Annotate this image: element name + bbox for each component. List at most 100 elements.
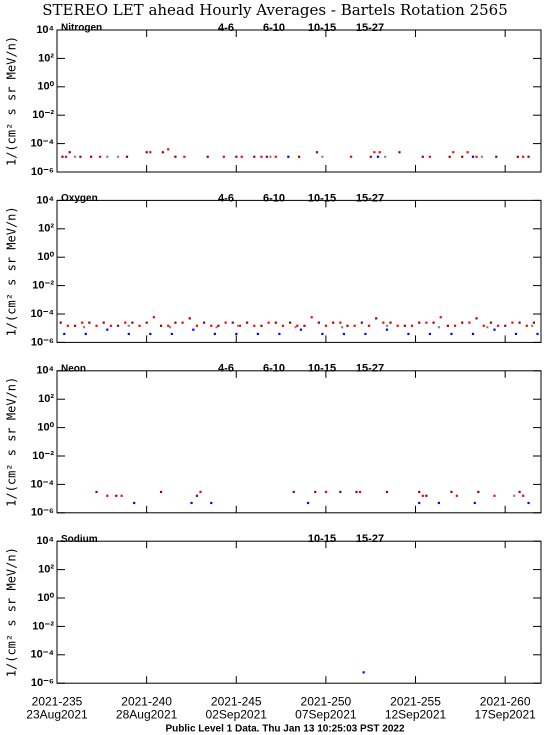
point xyxy=(376,155,380,158)
point xyxy=(358,490,362,494)
point xyxy=(82,326,86,329)
y-tick-label: 10² xyxy=(38,52,54,64)
point xyxy=(303,324,306,327)
y-tick-label: 10⁰ xyxy=(37,251,54,263)
point xyxy=(518,490,521,494)
point xyxy=(64,155,68,158)
legend-label: 4-6 xyxy=(218,192,234,204)
legend-label: 15-27 xyxy=(356,192,384,204)
point xyxy=(292,490,295,494)
point xyxy=(199,490,202,494)
panel-title: Sodium xyxy=(61,534,98,545)
point xyxy=(149,332,152,336)
point xyxy=(306,501,310,505)
point xyxy=(206,155,209,158)
point xyxy=(382,321,385,324)
point xyxy=(324,490,328,494)
point xyxy=(167,148,170,151)
point xyxy=(95,324,98,327)
point xyxy=(418,321,421,324)
point xyxy=(195,324,199,327)
point xyxy=(425,321,428,324)
point xyxy=(321,332,324,336)
point xyxy=(493,494,496,497)
footer: Public Level 1 Data. Thu Jan 13 10:25:03… xyxy=(166,724,405,735)
point xyxy=(339,321,342,324)
point xyxy=(513,494,516,497)
legend-label: 6-10 xyxy=(263,363,285,375)
point xyxy=(167,324,170,327)
point xyxy=(81,321,84,324)
point xyxy=(321,155,324,158)
plot-frame xyxy=(56,540,542,684)
point xyxy=(369,155,372,158)
point xyxy=(224,321,227,324)
point xyxy=(473,501,476,505)
x-tick-date: 28Aug2021 xyxy=(116,707,178,721)
y-tick-label: 10⁻⁶ xyxy=(31,507,54,519)
point xyxy=(324,324,328,327)
panel-title: Nitrogen xyxy=(61,23,102,34)
point xyxy=(298,155,301,158)
point xyxy=(274,321,277,324)
legend-label: 10-15 xyxy=(308,533,336,545)
point xyxy=(278,332,281,336)
point xyxy=(453,324,457,327)
legend-label: 6-10 xyxy=(263,192,285,204)
point xyxy=(253,155,256,158)
point xyxy=(384,155,387,158)
point xyxy=(281,324,285,327)
point xyxy=(375,317,378,320)
point xyxy=(428,155,432,158)
point xyxy=(183,155,186,158)
point xyxy=(461,321,464,324)
point xyxy=(349,155,353,158)
point xyxy=(396,324,399,327)
point xyxy=(95,490,98,494)
point xyxy=(486,326,489,329)
legend-label: 4-6 xyxy=(218,363,234,375)
point xyxy=(84,332,87,336)
point xyxy=(161,151,164,154)
y-tick-label: 10⁻² xyxy=(32,280,54,292)
point xyxy=(531,324,534,327)
point xyxy=(428,332,432,336)
point xyxy=(522,155,525,158)
point xyxy=(353,324,356,327)
y-tick-label: 10⁻² xyxy=(32,109,54,121)
point xyxy=(253,324,256,327)
point xyxy=(133,501,136,505)
point xyxy=(231,321,234,324)
y-tick-label: 10⁻⁴ xyxy=(31,649,54,661)
point xyxy=(495,155,498,158)
point xyxy=(421,494,424,497)
point xyxy=(299,328,302,331)
point xyxy=(315,151,319,154)
panel-title: Oxygen xyxy=(61,193,98,204)
point xyxy=(168,326,172,329)
point xyxy=(265,155,268,158)
legend-label: 10-15 xyxy=(308,22,336,34)
point xyxy=(73,324,77,327)
y-tick-label: 10⁴ xyxy=(36,365,54,377)
point xyxy=(480,155,484,158)
legend-label: 10-15 xyxy=(308,192,336,204)
point xyxy=(138,324,141,327)
point xyxy=(124,321,127,324)
legend-label: 15-27 xyxy=(356,363,384,375)
point xyxy=(461,155,464,158)
point xyxy=(493,328,496,331)
point xyxy=(181,321,184,324)
point xyxy=(385,490,389,494)
point xyxy=(522,494,525,497)
point xyxy=(511,321,514,324)
point xyxy=(496,324,500,327)
y-axis-label: 1/(cm² s sr MeV/n) xyxy=(5,377,19,507)
point xyxy=(109,324,112,327)
point xyxy=(532,321,536,324)
y-axis-label: 1/(cm² s sr MeV/n) xyxy=(5,206,19,336)
y-tick-label: 10⁴ xyxy=(36,535,54,547)
point xyxy=(437,326,441,329)
point xyxy=(355,490,358,494)
point xyxy=(389,321,392,324)
